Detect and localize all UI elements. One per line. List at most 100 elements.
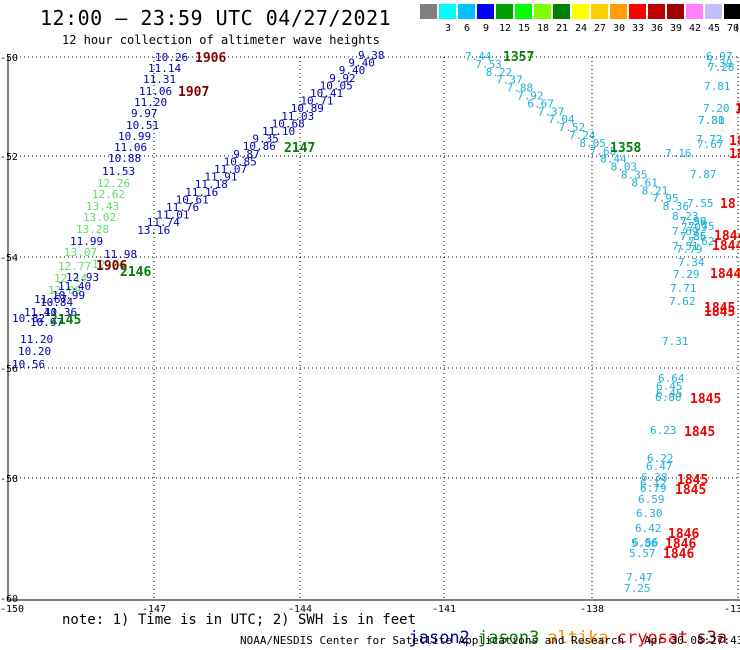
time-label: 1846: [668, 527, 699, 542]
swh-value: 6.45: [656, 387, 683, 400]
swh-value: 12.14: [54, 272, 87, 285]
swh-value: 7.62: [688, 235, 715, 248]
time-label: 1906: [195, 51, 226, 66]
legend-jason2: jason2: [408, 628, 470, 648]
swh-value: 8.35: [621, 169, 648, 182]
legend-jason3: jason3: [477, 628, 540, 648]
lon-tick-141: -141: [432, 604, 456, 615]
swh-value: 5.57: [629, 547, 656, 560]
time-label: 1845: [704, 305, 735, 320]
time-label: 1845: [684, 425, 715, 440]
swh-value: 7.92: [517, 90, 544, 103]
swh-value: 6.42: [635, 522, 662, 535]
swh-value: 7.20: [703, 102, 730, 115]
map-title: 12:00 – 23:59 UTC 04/27/2021: [40, 6, 392, 30]
swh-value: 11.01: [156, 209, 189, 222]
scale-label: 9: [482, 23, 490, 34]
scale-label: 33: [631, 23, 645, 34]
swh-value: 8.21: [642, 184, 669, 197]
swh-value: 11.06: [114, 141, 147, 154]
scale-swatch: [629, 4, 646, 19]
swh-value: 10.85: [224, 155, 257, 168]
scale-swatch: [667, 4, 684, 19]
time-label: 1357: [503, 50, 534, 65]
scale-label: 21: [555, 23, 569, 34]
swh-value: 11.07: [214, 163, 247, 176]
swh-value: 13.43: [86, 200, 119, 213]
time-label: 1358: [610, 141, 641, 156]
swh-value: 11.03: [281, 110, 314, 123]
swh-value: 8.03: [611, 161, 638, 174]
swh-value: 9.92: [329, 72, 356, 85]
scale-swatch: [458, 4, 475, 19]
swh-value: 10.26: [155, 51, 188, 64]
swh-value: 6.59: [638, 493, 665, 506]
time-label: 18: [729, 147, 740, 162]
swh-value: 10.99: [118, 130, 151, 143]
time-label: 1844: [714, 229, 740, 244]
scale-swatch: [515, 4, 532, 19]
swh-value: 7.96: [680, 215, 707, 228]
lat-tick-56: -56: [0, 364, 18, 375]
swh-value: 7.79: [676, 243, 703, 256]
swh-value: 7.68: [590, 145, 617, 158]
swh-value: 10.88: [108, 152, 141, 165]
swh-value: 6.97: [706, 50, 733, 63]
scale-label: 6: [463, 23, 471, 34]
swh-value: 11.67: [34, 293, 67, 306]
swh-value: 7.80: [698, 114, 725, 127]
swh-value: 10.20: [18, 345, 51, 358]
swh-value: 9.97: [131, 107, 158, 120]
scale-label: 3: [444, 23, 452, 34]
swh-value: 7.37: [496, 74, 523, 87]
scale-label: 15: [517, 23, 531, 34]
swh-value: 11.14: [148, 62, 181, 75]
scale-label: 36: [650, 23, 664, 34]
scale-swatch: [496, 4, 513, 19]
swh-value: 7.04: [548, 113, 575, 126]
swh-value: 10.05: [320, 79, 353, 92]
swh-value: 11.76: [166, 201, 199, 214]
swh-value: 11.10: [262, 125, 295, 138]
swh-value: 8.05: [579, 137, 606, 150]
lon-tick-144: -144: [288, 604, 312, 615]
swh-value: 11.40: [58, 280, 91, 293]
swh-value: 6.79: [640, 482, 667, 495]
swh-value: 11.91: [204, 171, 237, 184]
swh-value: 13.02: [83, 211, 116, 224]
scale-unit: (ft): [733, 23, 740, 34]
swh-value: 12.77: [58, 260, 91, 273]
swh-value: 9.40: [348, 57, 375, 70]
swh-value: 7.44: [465, 50, 492, 63]
swh-value: 7.31: [662, 335, 689, 348]
swh-value: 9.87: [233, 148, 260, 161]
swh-value: 7.59: [680, 215, 707, 228]
swh-value: 6.45: [656, 380, 683, 393]
scale-label: 12: [498, 23, 512, 34]
swh-value: 6.64: [658, 372, 685, 385]
lon-tick-138: -138: [580, 604, 604, 615]
swh-value: 11.20: [20, 333, 53, 346]
swh-value: 11.40: [24, 306, 57, 319]
lon-tick-147: -147: [142, 604, 166, 615]
scale-swatch: [477, 4, 494, 19]
swh-value: 8.36: [663, 200, 690, 213]
swh-value: 7.47: [626, 571, 653, 584]
swh-value: 7.53: [475, 58, 502, 71]
lat-tick-58: -58: [0, 474, 18, 485]
swh-value: 11.99: [70, 235, 103, 248]
swh-value: 6.56: [632, 536, 659, 549]
lat-tick-54: -54: [0, 253, 18, 264]
time-label: 18: [720, 197, 736, 212]
scale-swatch: [610, 4, 627, 19]
time-label: 1846: [665, 537, 696, 552]
swh-value: 7.81: [704, 80, 731, 93]
scale-swatch: [553, 4, 570, 19]
scale-label: 42: [688, 23, 702, 34]
time-label: 1844: [710, 267, 740, 282]
swh-value: 7.24: [569, 129, 596, 142]
scale-swatch: [439, 4, 456, 19]
swh-value: 6.80: [655, 391, 682, 404]
scale-label: 24: [574, 23, 588, 34]
